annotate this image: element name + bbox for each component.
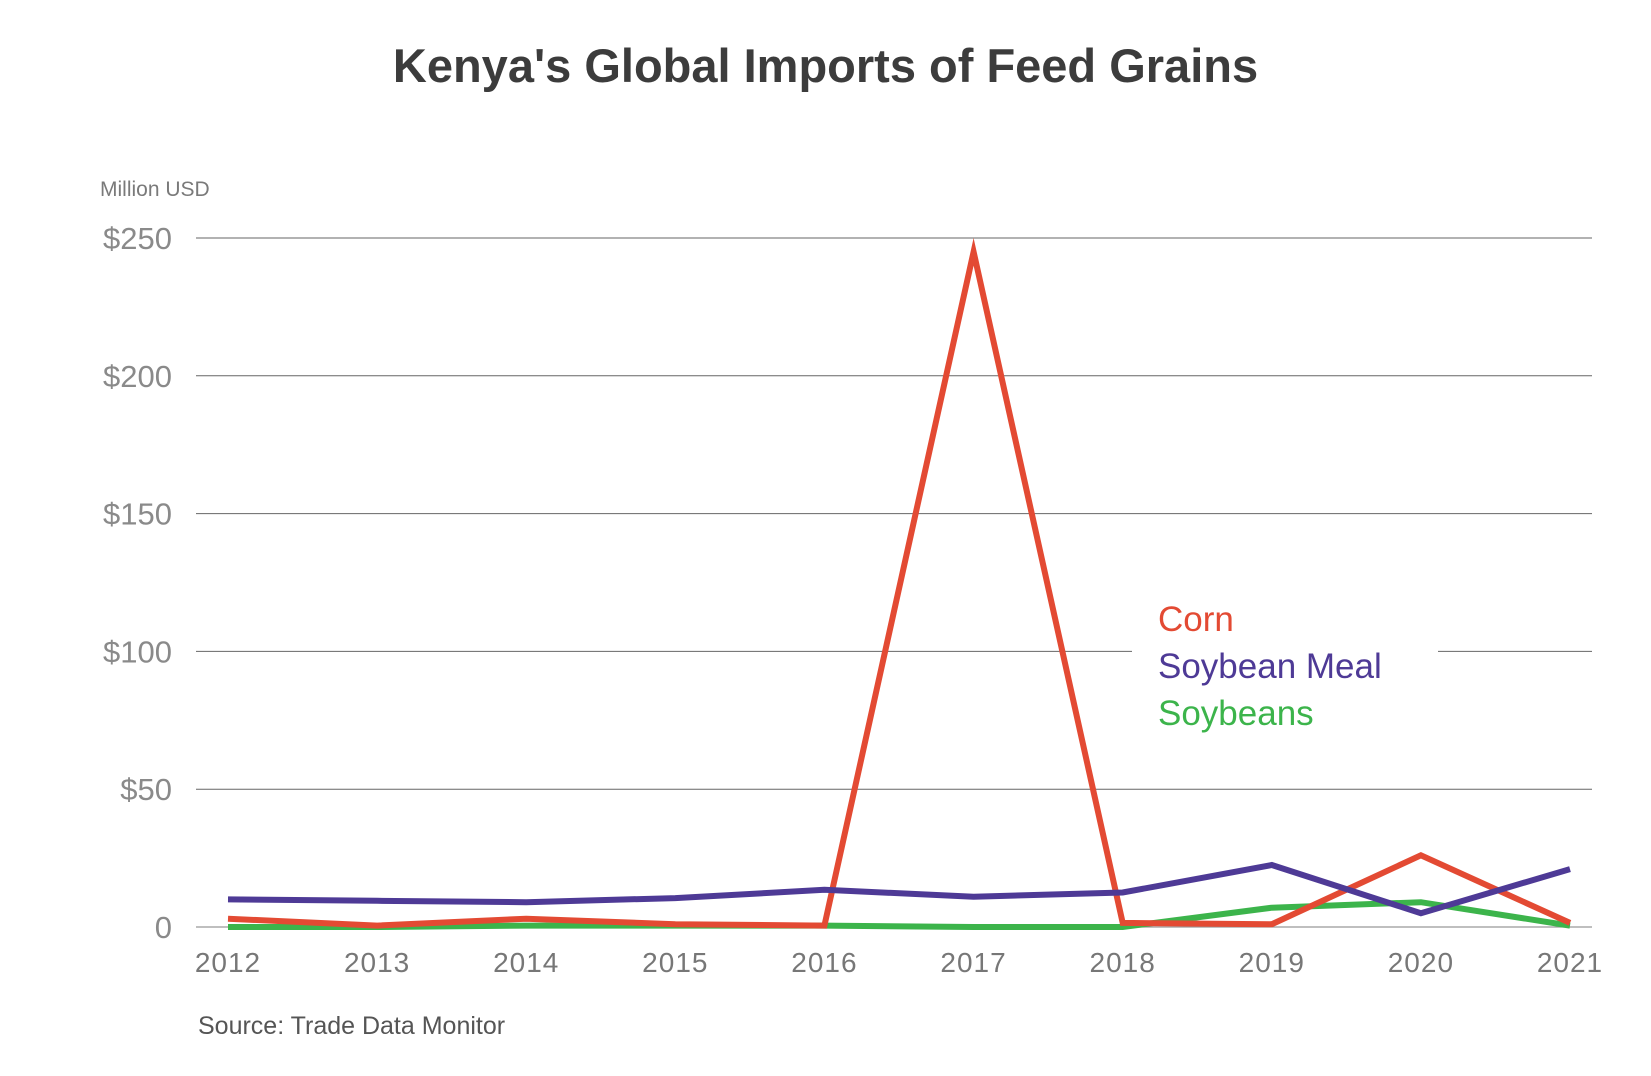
chart-title: Kenya's Global Imports of Feed Grains xyxy=(392,39,1259,92)
x-tick-label: 2014 xyxy=(493,947,559,978)
x-tick-label: 2015 xyxy=(642,947,708,978)
x-tick-label: 2017 xyxy=(940,947,1006,978)
x-tick-label: 2016 xyxy=(791,947,857,978)
source-note: Source: Trade Data Monitor xyxy=(198,1012,506,1040)
x-tick-label: 2018 xyxy=(1090,947,1156,978)
y-axis-unit-label: Million USD xyxy=(100,178,210,201)
y-tick-label: $150 xyxy=(103,497,172,532)
gridlines xyxy=(196,237,1592,928)
x-tick-label: 2012 xyxy=(195,947,261,978)
x-axis-ticks: 2012 2013 2014 2015 2016 2017 2018 2019 2020 2021 xyxy=(195,947,1603,978)
legend: Corn Soybean Meal Soybeans xyxy=(1158,596,1382,737)
x-tick-label: 2020 xyxy=(1388,947,1454,978)
y-tick-label: $250 xyxy=(103,221,172,256)
series-line-soybeans xyxy=(228,899,1571,930)
legend-entry-soybeans: Soybeans xyxy=(1158,694,1314,733)
y-tick-label: $100 xyxy=(103,634,172,669)
series-lines xyxy=(227,237,1572,930)
x-tick-label: 2019 xyxy=(1239,947,1305,978)
legend-entry-corn: Corn xyxy=(1158,600,1234,639)
series-line-soybean-meal xyxy=(227,861,1571,917)
x-tick-label: 2013 xyxy=(344,947,410,978)
y-tick-label: $50 xyxy=(120,772,172,807)
y-axis-ticks: 0 $50 $100 $150 $200 $250 xyxy=(103,221,172,945)
y-tick-label: $200 xyxy=(103,359,172,394)
legend-background xyxy=(1132,620,1438,660)
y-tick-label: 0 xyxy=(155,910,172,945)
legend-entry-soybean-meal: Soybean Meal xyxy=(1158,647,1382,686)
x-tick-label: 2021 xyxy=(1537,947,1603,978)
series-line-corn xyxy=(227,237,1572,929)
